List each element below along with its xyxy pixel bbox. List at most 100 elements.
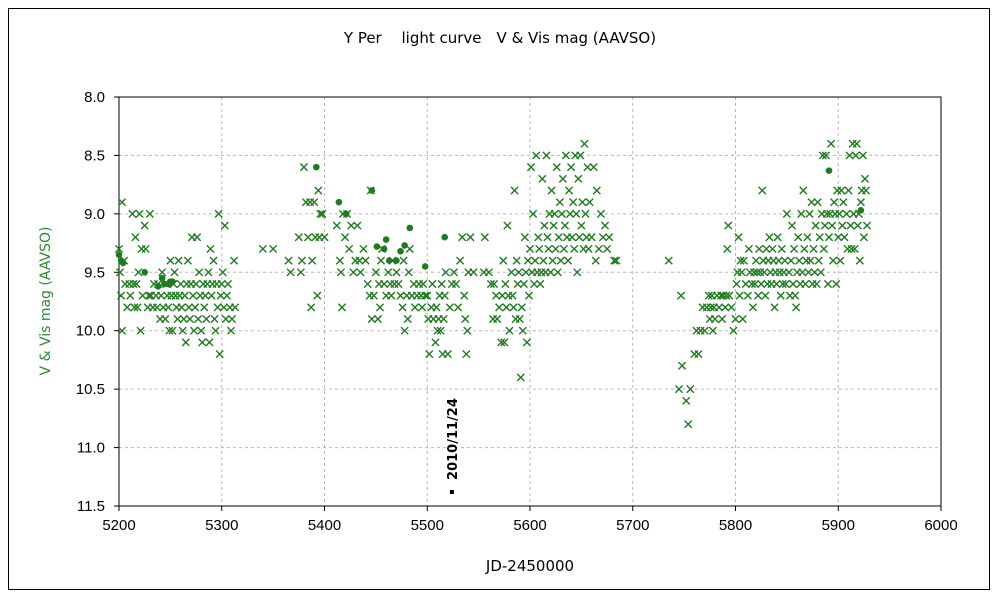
data-point-cross <box>568 233 577 242</box>
data-point-cross <box>602 244 612 254</box>
data-point-cross <box>773 233 782 242</box>
data-series <box>114 139 872 429</box>
data-point-cross <box>164 303 173 312</box>
data-point-cross <box>466 233 475 242</box>
annotation: 2010/11/24 <box>446 398 461 494</box>
data-point-cross <box>772 279 781 289</box>
data-point-cross <box>812 279 821 289</box>
data-point-cross <box>294 233 303 242</box>
data-point-cross <box>202 314 211 324</box>
data-point-cross <box>345 244 354 254</box>
data-point-cross <box>557 209 566 218</box>
y-tick-label: 10.5 <box>76 381 105 398</box>
data-point-cross <box>332 221 341 230</box>
x-tick-label: 5500 <box>411 517 444 534</box>
data-point-cross <box>714 303 724 312</box>
data-point-cross <box>708 326 717 335</box>
data-point-cross <box>523 256 533 265</box>
data-point-cross <box>577 221 586 230</box>
data-point-cross <box>706 303 715 312</box>
data-point-cross <box>484 268 493 277</box>
data-point-cross <box>517 303 526 312</box>
data-point-cross <box>836 256 845 265</box>
data-point-cross <box>469 268 478 277</box>
data-point-cross <box>750 279 760 289</box>
data-point-cross <box>682 396 691 405</box>
data-point-dot <box>857 207 865 214</box>
data-point-dot <box>158 274 166 282</box>
data-point-cross <box>347 221 356 230</box>
data-point-cross <box>859 233 869 242</box>
data-point-cross <box>786 256 796 265</box>
data-point-cross <box>553 268 562 277</box>
data-point-cross <box>840 233 849 242</box>
data-point-cross <box>741 279 750 289</box>
data-point-cross <box>798 268 807 277</box>
data-point-cross <box>296 268 305 277</box>
data-point-cross <box>200 303 209 312</box>
data-point-cross <box>308 256 317 265</box>
data-point-cross <box>824 233 834 242</box>
data-point-cross <box>565 209 575 218</box>
data-point-cross <box>400 326 409 335</box>
data-point-cross <box>837 186 846 195</box>
data-point-cross <box>129 279 138 289</box>
data-point-cross <box>845 151 854 160</box>
data-point-cross <box>856 198 865 207</box>
data-point-cross <box>158 268 167 277</box>
data-point-cross <box>394 279 403 289</box>
data-point-cross <box>500 338 509 347</box>
data-point-cross <box>546 268 555 277</box>
x-tick-label: 5800 <box>719 517 752 534</box>
data-point-cross <box>299 163 309 172</box>
data-point-cross <box>314 186 323 195</box>
data-point-cross <box>515 314 524 324</box>
data-point-cross <box>131 233 140 242</box>
data-point-cross <box>451 279 461 289</box>
data-point-cross <box>215 349 224 359</box>
data-point-cross <box>807 198 816 207</box>
data-point-cross <box>437 279 446 289</box>
data-point-cross <box>548 256 557 265</box>
data-point-cross <box>723 244 732 254</box>
data-point-cross <box>819 244 828 254</box>
data-point-cross <box>191 279 201 289</box>
data-point-cross <box>674 385 684 394</box>
data-point-cross <box>512 256 521 265</box>
data-point-cross <box>168 326 177 335</box>
data-point-cross <box>205 338 214 347</box>
data-point-cross <box>550 209 559 218</box>
data-point-cross <box>404 268 413 277</box>
data-point-cross <box>189 326 199 335</box>
data-point-cross <box>123 303 132 312</box>
data-point-cross <box>538 174 547 183</box>
data-point-cross <box>220 221 229 230</box>
data-point-cross <box>559 244 569 254</box>
data-point-cross <box>115 268 125 277</box>
data-point-cross <box>258 244 267 254</box>
data-point-cross <box>436 326 445 335</box>
data-point-cross <box>677 361 687 370</box>
data-point-cross <box>600 221 610 230</box>
data-point-cross <box>133 303 142 312</box>
data-point-cross <box>210 314 219 324</box>
data-point-cross <box>710 314 720 324</box>
data-point-cross <box>551 244 560 254</box>
data-point-cross <box>440 291 449 300</box>
data-point-cross <box>180 291 189 300</box>
data-point-cross <box>373 314 383 324</box>
data-point-cross <box>757 279 766 289</box>
data-point-cross <box>700 326 709 335</box>
data-point-cross <box>433 326 442 335</box>
data-point-cross <box>453 303 463 312</box>
y-tick-label: 9.5 <box>84 264 105 281</box>
data-point-cross <box>508 291 517 300</box>
data-point-cross <box>206 244 215 254</box>
data-point-cross <box>461 314 470 324</box>
data-point-cross <box>520 233 529 242</box>
data-point-cross <box>735 291 744 300</box>
data-point-cross <box>524 291 534 300</box>
data-point-cross <box>198 338 207 347</box>
data-point-cross <box>584 244 593 254</box>
data-point-cross <box>165 326 174 335</box>
